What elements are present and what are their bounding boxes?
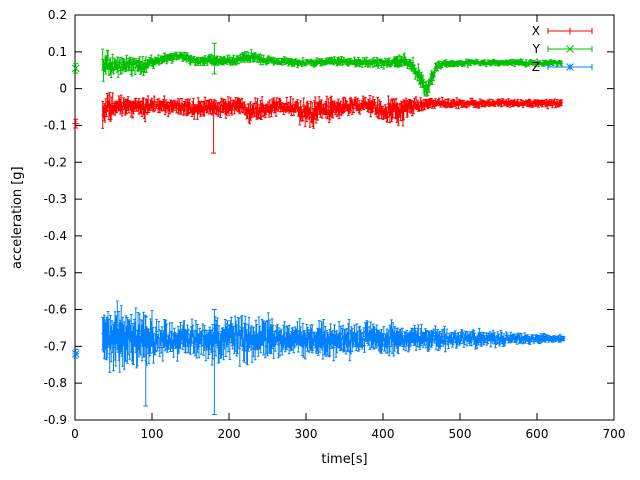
x-tick-label: 400: [372, 427, 395, 441]
y-tick-label: -0.9: [44, 413, 67, 427]
y-axis-title: acceleration [g]: [10, 166, 25, 269]
x-tick-label: 300: [295, 427, 318, 441]
legend-sample-y: [547, 45, 593, 53]
x-tick-label: 600: [526, 427, 549, 441]
x-tick-label: 200: [218, 427, 241, 441]
legend-label-x: X: [532, 24, 540, 38]
x-axis-title: time[s]: [321, 452, 368, 467]
legend-label-z: Z: [532, 60, 540, 74]
x-tick-label: 700: [603, 427, 626, 441]
x-tick-label: 500: [449, 427, 472, 441]
legend-label-y: Y: [532, 42, 541, 56]
legend-sample-x: [547, 27, 593, 35]
series-x-start-point: [72, 118, 80, 129]
y-tick-label: -0.2: [44, 155, 67, 169]
y-tick-label: 0.1: [48, 45, 67, 59]
y-tick-label: -0.8: [44, 376, 67, 390]
y-tick-label: -0.3: [44, 192, 67, 206]
legend-sample-z: [547, 63, 593, 71]
plot-border: [74, 14, 615, 421]
y-tick-label: -0.1: [44, 118, 67, 132]
y-tick-label: 0.2: [48, 8, 67, 22]
series-x-band: [101, 92, 563, 154]
y-tick-label: -0.6: [44, 303, 67, 317]
series-z-start-point: [71, 348, 80, 359]
y-tick-label: -0.4: [44, 229, 67, 243]
series-y-band: [101, 42, 563, 97]
y-tick-label: 0: [59, 82, 67, 96]
series-y-start-point: [71, 63, 80, 74]
y-tick-label: -0.5: [44, 266, 67, 280]
y-tick-label: -0.7: [44, 339, 67, 353]
x-tick-label: 0: [71, 427, 79, 441]
series-z-band: [101, 300, 566, 415]
x-tick-label: 100: [141, 427, 164, 441]
